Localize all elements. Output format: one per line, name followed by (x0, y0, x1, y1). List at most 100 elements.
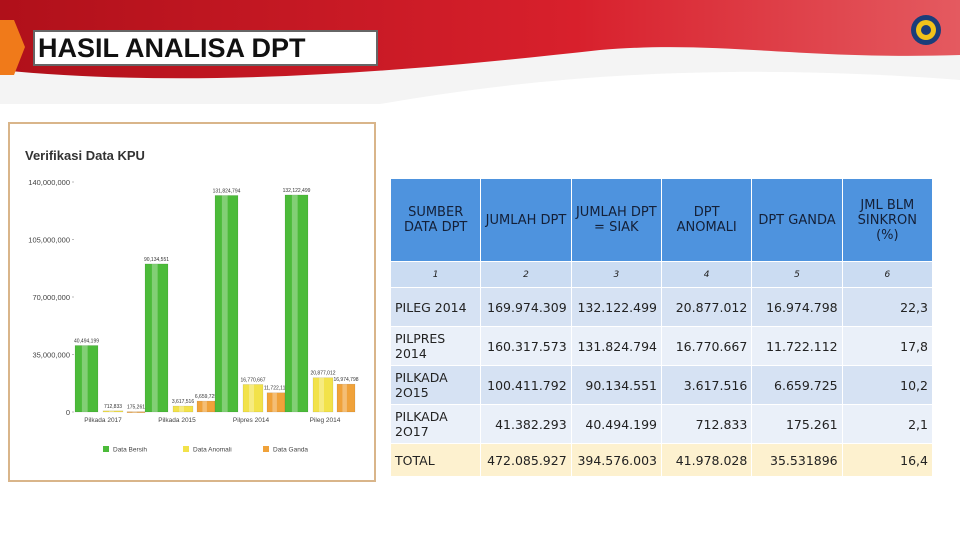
bar (126, 411, 146, 413)
bar (144, 263, 169, 413)
header-cell: JUMLAH DPT (480, 178, 572, 262)
table-cell: 41.382.293 (480, 404, 572, 444)
index-cell: 3 (570, 261, 662, 288)
bar-highlight (179, 406, 184, 412)
table-cell: 90.134.551 (570, 365, 662, 405)
table-cell: 132.122.499 (570, 287, 662, 327)
index-cell: 6 (841, 261, 934, 288)
table-cell: 100.411.792 (480, 365, 572, 405)
table-cell: PILKADA 2O17 (389, 404, 482, 444)
bar-highlight (319, 377, 324, 412)
table-cell: PILPRES 2014 (389, 326, 482, 366)
legend-label: Data Anomali (193, 447, 232, 454)
bar (312, 377, 334, 413)
table-cell: 40.494.199 (570, 404, 662, 444)
bar-highlight (151, 263, 158, 412)
table-cell: 35.531896 (751, 443, 843, 477)
table-cell: 11.722.112 (751, 326, 843, 366)
value-label: 131,824,794 (213, 188, 241, 194)
table-cell: 131.824.794 (570, 326, 662, 366)
x-tick-label: Pilpres 2014 (233, 417, 270, 424)
y-tick-label: 105,000,000 (28, 236, 70, 245)
data-table: SUMBER DATA DPT JUMLAH DPT JUMLAH DPT = SI… (389, 178, 934, 477)
legend-label: Data Ganda (273, 447, 308, 454)
value-label: 11,722,112 (264, 386, 289, 392)
table-row: PILPRES 2014 160.317.573 131.824.794 16.770… (389, 326, 934, 366)
value-label: 90,134,551 (144, 257, 169, 263)
table-cell: TOTAL (389, 443, 482, 477)
index-cell: 4 (660, 261, 753, 288)
table-cell: 472.085.927 (480, 443, 572, 477)
chart-panel: Verifikasi Data KPU 0 35,000,000 70,000,00… (8, 122, 376, 482)
x-tick-label: Pilkada 2015 (158, 417, 196, 424)
bar-highlight (221, 195, 228, 412)
value-label: 132,122,499 (283, 188, 311, 194)
table-cell: 16,4 (841, 443, 934, 477)
bar-highlight (342, 384, 347, 412)
bar-highlight (202, 401, 207, 412)
table-row: PILKADA 2O17 41.382.293 40.494.199 712.833 1… (389, 404, 934, 444)
chart: Verifikasi Data KPU 0 35,000,000 70,000,00… (25, 148, 359, 454)
slide-title: HASIL ANALISA DPT (33, 30, 378, 66)
index-cell: 2 (480, 261, 572, 288)
table-cell: 394.576.003 (570, 443, 662, 477)
table-cell: PILKADA 2O15 (389, 365, 482, 405)
bar (172, 405, 194, 413)
table-cell: 20.877.012 (660, 287, 753, 327)
bar-highlight (132, 411, 137, 413)
table-row: PILKADA 2O15 100.411.792 90.134.551 3.617.5… (389, 365, 934, 405)
value-label: 3,617,516 (172, 399, 194, 405)
value-label: 16,974,798 (333, 377, 358, 383)
header-row: SUMBER DATA DPT JUMLAH DPT JUMLAH DPT = SI… (389, 178, 934, 262)
header-cell: JUMLAH DPT = SIAK (570, 178, 662, 262)
value-label: 712,833 (104, 404, 122, 410)
table-cell: 16.770.667 (660, 326, 753, 366)
table-cell: 10,2 (841, 365, 934, 405)
y-tick-label: 35,000,000 (32, 351, 70, 360)
table-row: TOTAL 472.085.927 394.576.003 41.978.028 35.… (389, 443, 934, 477)
chart-title: Verifikasi Data KPU (25, 148, 145, 163)
table-cell: 41.978.028 (660, 443, 753, 477)
value-label: 40,494,199 (74, 338, 99, 344)
table-cell: 2,1 (841, 404, 934, 444)
value-label: 16,770,667 (240, 377, 265, 383)
bar (284, 194, 309, 413)
table-cell: PILEG 2014 (389, 287, 482, 327)
y-tick-label: 0 (66, 408, 70, 417)
y-tick-label: 140,000,000 (28, 178, 70, 187)
legend-label: Data Bersih (113, 447, 147, 454)
bar (74, 345, 99, 413)
bar-highlight (81, 345, 88, 412)
index-cell: 5 (751, 261, 843, 288)
table-cell: 3.617.516 (660, 365, 753, 405)
bar-highlight (272, 392, 277, 412)
index-cell: 1 (389, 261, 482, 288)
bar (102, 410, 124, 413)
bar (242, 384, 264, 413)
table-row: PILEG 2014 169.974.309 132.122.499 20.877.0… (389, 287, 934, 327)
table-cell: 22,3 (841, 287, 934, 327)
header-cell: DPT GANDA (751, 178, 843, 262)
banner (0, 0, 960, 104)
value-label: 175,261 (127, 405, 145, 411)
table-cell: 175.261 (751, 404, 843, 444)
value-label: 6,659,725 (195, 394, 217, 400)
header-cell: SUMBER DATA DPT (389, 178, 482, 262)
value-label: 20,877,012 (310, 371, 335, 377)
x-tick-label: Pileg 2014 (310, 417, 341, 424)
bar-highlight (249, 384, 254, 412)
bar (336, 383, 356, 413)
table-cell: 160.317.573 (480, 326, 572, 366)
legend-swatch (183, 446, 189, 452)
y-tick-label: 70,000,000 (32, 293, 70, 302)
bar-highlight (109, 410, 114, 412)
legend-swatch (103, 446, 109, 452)
table-cell: 17,8 (841, 326, 934, 366)
header-cell: DPT ANOMALI (660, 178, 753, 262)
table-cell: 712.833 (660, 404, 753, 444)
header-cell: JML BLM SINKRON (%) (841, 178, 934, 262)
table-cell: 6.659.725 (751, 365, 843, 405)
bar (214, 195, 239, 413)
